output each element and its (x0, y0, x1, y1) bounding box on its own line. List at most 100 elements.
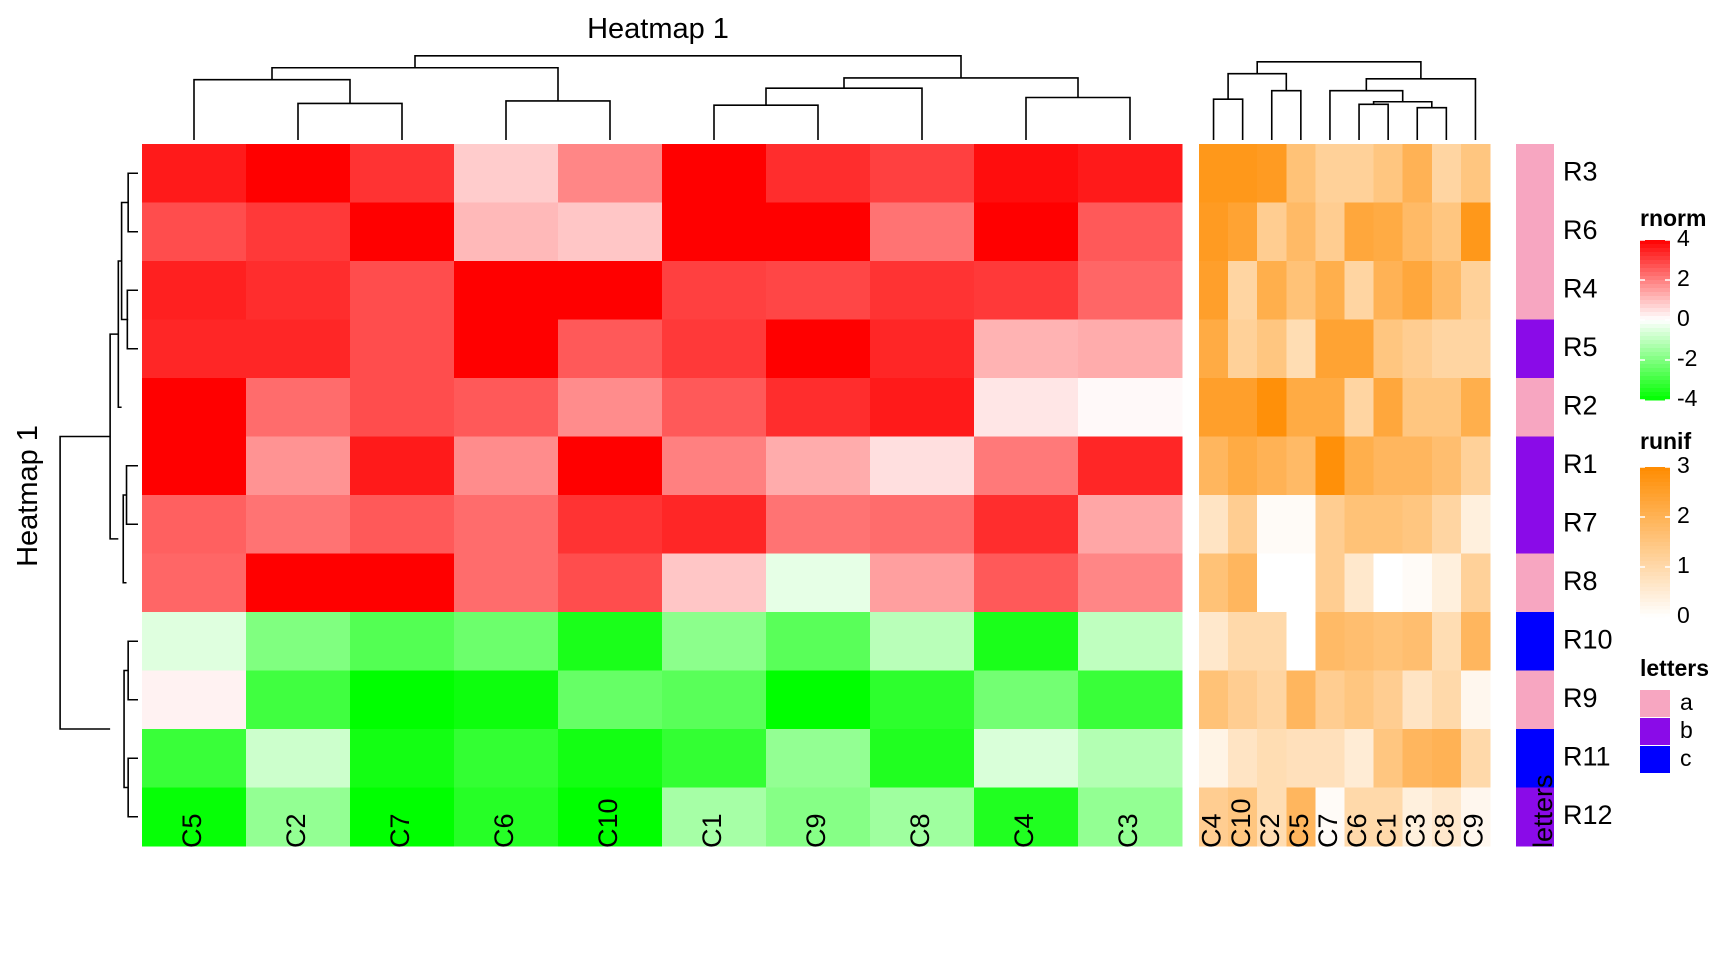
runif-cell (1373, 787, 1404, 847)
runif-cell (1344, 436, 1375, 496)
rnorm-cell (1078, 495, 1183, 554)
rnorm-column-label: C9 (801, 813, 831, 848)
runif-cell (1460, 495, 1491, 554)
rnorm-cell (142, 495, 247, 554)
row-label: R3 (1563, 156, 1598, 186)
legend-gradient-step (1640, 474, 1670, 479)
legend-tick-label: 0 (1677, 305, 1690, 331)
runif-cell (1228, 612, 1258, 671)
rnorm-cell (870, 729, 975, 788)
dendrogram-branch (122, 494, 127, 584)
runif-cell (1460, 144, 1491, 203)
runif-cell (1373, 319, 1404, 379)
row-label: R1 (1563, 449, 1598, 479)
runif-cell (1373, 612, 1404, 671)
runif-cell (1228, 495, 1258, 554)
dendrogram-branch (1212, 98, 1244, 140)
rnorm-cell (142, 436, 247, 496)
rnorm-cell (870, 670, 975, 730)
row-dendrogram (59, 172, 138, 818)
runif-cell (1402, 202, 1433, 262)
rnorm-cell (246, 319, 351, 379)
runif-cell (1199, 553, 1229, 613)
legend-gradient-step (1640, 500, 1670, 505)
letters-cell (1516, 319, 1554, 379)
legend-gradient-step (1640, 364, 1670, 369)
legend-gradient-step (1640, 534, 1670, 539)
runif-cell (1460, 378, 1491, 437)
rnorm-column-labels: C5 C2 C7 C6 C10 C1 C9 C8 C4 C3 (177, 798, 1143, 848)
rnorm-cell (1078, 787, 1183, 847)
runif-column-label: C7 (1313, 813, 1343, 848)
rnorm-column-label: C4 (1009, 813, 1039, 848)
rnorm-cell (142, 787, 247, 847)
rnorm-cell (974, 495, 1079, 554)
runif-cell (1257, 261, 1287, 320)
dendrogram-branch (414, 55, 962, 78)
rnorm-cell (870, 495, 975, 554)
letters-cell (1516, 553, 1554, 613)
runif-cell (1431, 729, 1462, 788)
runif-cell (1199, 787, 1229, 847)
rnorm-cell (766, 202, 871, 262)
legend-gradient-step (1640, 312, 1670, 317)
legend-gradient-step (1640, 557, 1670, 562)
row-label: R12 (1563, 800, 1613, 830)
dendrogram-branch (1256, 61, 1422, 79)
rnorm-cell (454, 378, 559, 437)
runif-cell (1431, 787, 1462, 847)
rnorm-cell (246, 495, 351, 554)
letters-cell (1516, 729, 1554, 788)
legend-tick-label: 3 (1677, 452, 1690, 478)
rnorm-cell (662, 261, 767, 320)
runif-cell (1228, 670, 1258, 730)
runif-cell (1286, 436, 1316, 496)
rnorm-cell (1078, 729, 1183, 788)
row-label: R9 (1563, 683, 1598, 713)
runif-cell (1402, 261, 1433, 320)
legend-gradient-step (1640, 602, 1670, 607)
row-label: R11 (1563, 741, 1611, 771)
rnorm-cell (558, 378, 663, 437)
runif-cell (1199, 670, 1229, 730)
rnorm-cell (246, 729, 351, 788)
runif-cell (1257, 495, 1287, 554)
legend-gradient-step (1640, 598, 1670, 603)
rnorm-cell (142, 553, 247, 613)
rnorm-cell (142, 261, 247, 320)
legend-swatch-label: b (1680, 717, 1693, 743)
runif-cell (1228, 319, 1258, 379)
runif-cell (1460, 319, 1491, 379)
rnorm-cell (558, 436, 663, 496)
runif-cell (1228, 729, 1258, 788)
runif-cell (1315, 553, 1345, 613)
rnorm-cell (454, 729, 559, 788)
letters-cell (1516, 670, 1554, 730)
letters-cell (1516, 144, 1554, 203)
runif-cell (1286, 144, 1316, 203)
rnorm-cell (1078, 319, 1183, 379)
runif-cell (1460, 729, 1491, 788)
rnorm-cell (454, 612, 559, 671)
runif-cell (1257, 319, 1287, 379)
row-labels: R3 R6 R4 R5 R2 R1 R7 R8 R10 R9 R11 R12 (1563, 156, 1613, 830)
rnorm-cell (766, 553, 871, 613)
runif-cell (1257, 436, 1287, 496)
rnorm-cell (350, 202, 455, 262)
rnorm-cell (350, 787, 455, 847)
runif-cell (1315, 319, 1345, 379)
legend-gradient-step (1640, 575, 1670, 580)
legend-gradient-step (1640, 583, 1670, 588)
rnorm-cell (246, 670, 351, 730)
legend-tick-label: 0 (1677, 602, 1690, 628)
legend-gradient-step (1640, 260, 1670, 265)
rnorm-cell (246, 553, 351, 613)
letters-cell (1516, 378, 1554, 437)
rnorm-cell (662, 378, 767, 437)
rnorm-cell (870, 787, 975, 847)
rnorm-cell (142, 144, 247, 203)
dendrogram-branch (127, 172, 138, 233)
legend-gradient-step (1640, 324, 1670, 329)
runif-cell (1315, 612, 1345, 671)
letters-legend: letters abc (1640, 655, 1709, 773)
